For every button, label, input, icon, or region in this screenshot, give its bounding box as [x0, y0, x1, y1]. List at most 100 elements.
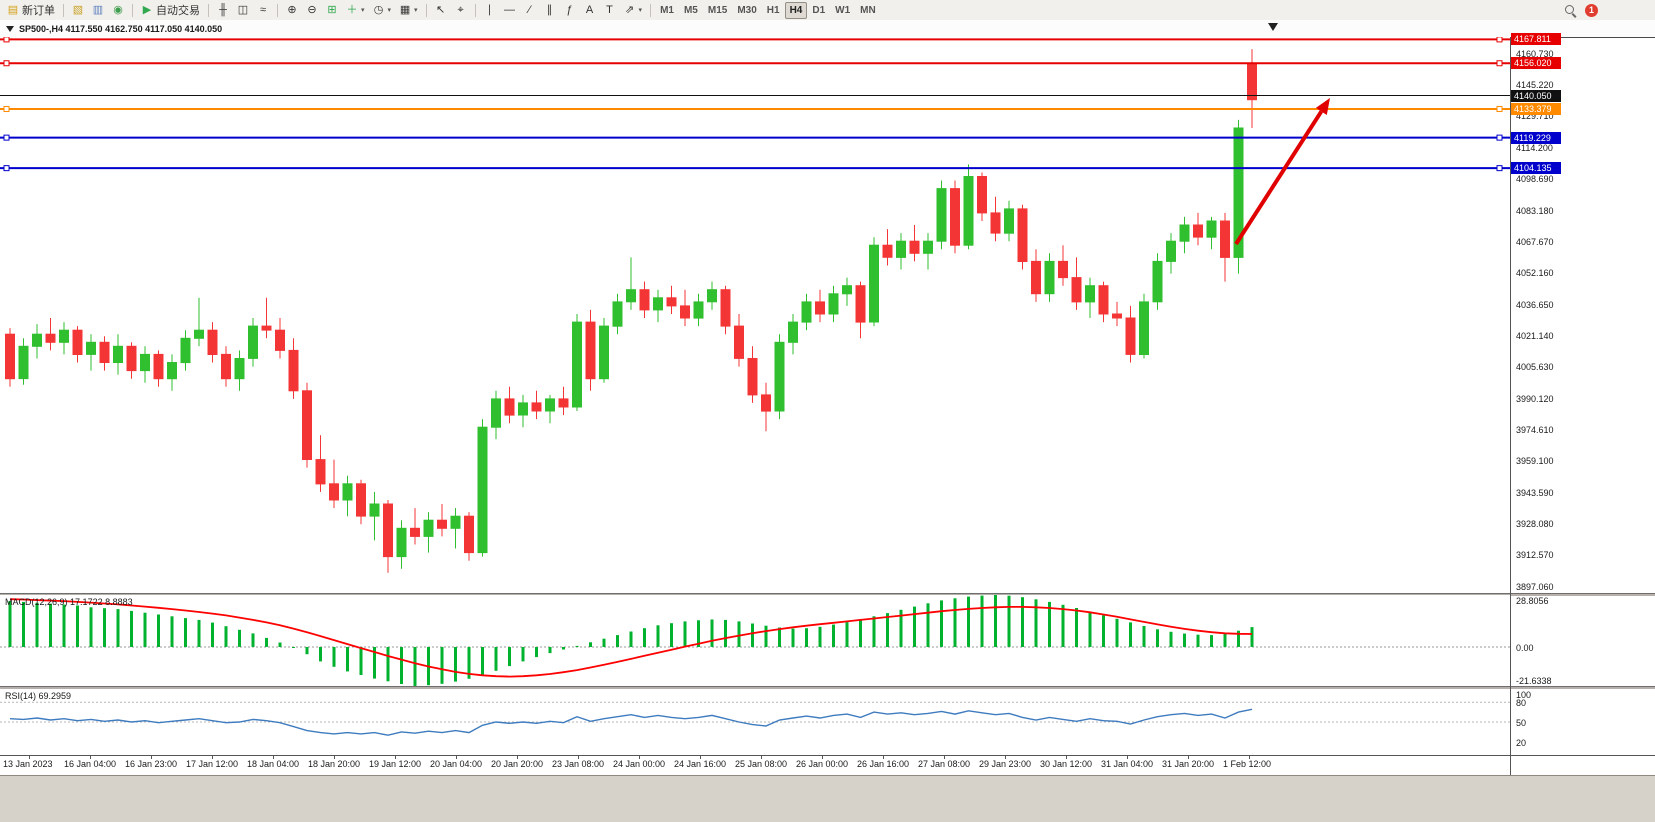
text-button[interactable]: A: [580, 2, 600, 19]
chart-window-button[interactable]: ▧: [68, 2, 88, 19]
channel-icon: ∥: [546, 3, 553, 16]
time-axis-tick: [1188, 755, 1189, 759]
timeframe-button-m1[interactable]: M1: [660, 4, 674, 16]
line-handle[interactable]: [3, 165, 10, 172]
search-icon[interactable]: [1563, 3, 1577, 17]
timeframe-button-mn[interactable]: MN: [860, 4, 876, 16]
chart-shift-marker-icon[interactable]: [1268, 23, 1278, 31]
horizontal-line-icon: —: [504, 3, 516, 16]
trendline-button[interactable]: ∕: [520, 2, 540, 19]
toolbar-separator: [425, 3, 427, 17]
panel-divider[interactable]: [0, 593, 1655, 596]
horizontal-line-button[interactable]: —: [500, 2, 520, 19]
price-axis-label: 4083.180: [1516, 205, 1554, 216]
zoom-out-button[interactable]: ⊖: [302, 2, 322, 19]
vertical-line-button[interactable]: ∣: [480, 2, 500, 19]
cursor-button[interactable]: ↖: [431, 2, 451, 19]
crosshair-button[interactable]: ⌖: [451, 2, 471, 19]
timeframe-button-h4[interactable]: H4: [784, 1, 808, 19]
trend-arrow[interactable]: [1234, 110, 1324, 246]
candle: [518, 394, 528, 428]
candle: [504, 386, 515, 424]
arrows-button[interactable]: ⇗ ▾: [620, 2, 647, 19]
time-axis-tick: [1066, 755, 1067, 759]
price-axis-label: 4021.140: [1516, 330, 1554, 341]
zoom-in-button[interactable]: ⊕: [282, 2, 302, 19]
line-handle[interactable]: [3, 106, 10, 113]
macd-histogram-bar: [1223, 633, 1227, 647]
line-handle[interactable]: [1496, 165, 1503, 172]
chart-menu-icon[interactable]: [6, 25, 14, 32]
macd-histogram-bar: [278, 642, 282, 647]
price-axis-label: 4160.730: [1516, 48, 1554, 59]
candle: [626, 257, 636, 310]
candle: [450, 508, 461, 549]
candle: [1220, 212, 1230, 282]
period-button[interactable]: ◷ ▾: [369, 2, 396, 19]
main-price-chart[interactable]: [0, 37, 1511, 593]
tile-windows-button[interactable]: ⊞: [322, 2, 342, 19]
bar-chart-button[interactable]: ╫: [213, 2, 233, 19]
profile-button[interactable]: ▥: [88, 2, 108, 19]
chart-title-bar: SP500-,H4 4117.550 4162.750 4117.050 414…: [0, 20, 1655, 38]
text-icon: A: [585, 3, 594, 16]
autotrade-button[interactable]: ▶ 自动交易: [137, 2, 204, 19]
macd-histogram-bar: [872, 616, 876, 647]
price-axis-label: 4005.630: [1516, 362, 1554, 373]
line-handle[interactable]: [1496, 37, 1503, 43]
candlestick-chart-button[interactable]: ◫: [233, 2, 253, 19]
macd-histogram-bar: [616, 635, 619, 647]
toolbar-separator: [63, 3, 64, 17]
new-order-button[interactable]: ▤ 新订单: [3, 2, 59, 19]
candle: [261, 297, 272, 339]
candle: [869, 237, 879, 327]
zoom-out-icon: ⊖: [307, 3, 317, 16]
timeframe-button-w1[interactable]: W1: [835, 4, 851, 16]
bar-chart-icon: ╫: [219, 3, 227, 16]
line-handle[interactable]: [3, 37, 10, 43]
timeframe-button-m30[interactable]: M30: [737, 4, 757, 16]
fibonacci-button[interactable]: ƒ: [560, 2, 580, 19]
label-button[interactable]: T: [600, 2, 620, 19]
line-handle[interactable]: [1496, 60, 1503, 67]
timeframe-button-m15[interactable]: M15: [707, 4, 728, 16]
line-chart-button[interactable]: ≈: [253, 2, 273, 19]
line-handle[interactable]: [3, 134, 10, 141]
macd-values: 17.1722 8.8883: [70, 597, 133, 607]
macd-histogram-bar: [710, 619, 714, 647]
time-axis-label: 19 Jan 12:00: [369, 759, 422, 769]
line-handle[interactable]: [3, 60, 10, 67]
macd-histogram-bar: [116, 609, 120, 647]
add-indicator-button[interactable]: ＋ ▾: [342, 2, 369, 19]
candle: [1193, 212, 1203, 246]
template-button[interactable]: ▦ ▾: [395, 2, 422, 19]
macd-panel[interactable]: [0, 595, 1511, 686]
line-chart-icon: ≈: [259, 3, 267, 16]
candle: [194, 297, 204, 347]
timeframe-button-d1[interactable]: D1: [812, 4, 826, 16]
template-icon: ▦: [399, 3, 411, 16]
macd-histogram-bar: [251, 633, 255, 647]
candle: [653, 289, 663, 323]
timeframe-button-h1[interactable]: H1: [766, 4, 780, 16]
macd-histogram-bar: [143, 612, 147, 647]
price-axis-label: 3943.590: [1516, 487, 1554, 498]
macd-histogram-bar: [400, 647, 403, 684]
channel-button[interactable]: ∥: [540, 2, 560, 19]
panel-divider[interactable]: [0, 686, 1655, 689]
macd-histogram-bar: [643, 628, 646, 647]
line-handle[interactable]: [1496, 134, 1503, 141]
macd-histogram-bar: [548, 647, 552, 654]
candle: [356, 479, 366, 525]
line-handle[interactable]: [1496, 106, 1503, 113]
community-button[interactable]: ◉: [108, 2, 128, 19]
macd-histogram-bar: [467, 647, 471, 679]
chart-title: SP500-,H4 4117.550 4162.750 4117.050 414…: [19, 23, 223, 34]
rsi-panel[interactable]: [0, 689, 1511, 755]
status-strip: [0, 775, 1655, 822]
macd-histogram-bar: [737, 621, 741, 647]
notification-badge[interactable]: 1: [1585, 3, 1598, 17]
timeframe-button-m5[interactable]: M5: [683, 4, 698, 16]
price-axis-label: 3912.570: [1516, 550, 1554, 561]
macd-histogram-bar: [1196, 634, 1200, 647]
